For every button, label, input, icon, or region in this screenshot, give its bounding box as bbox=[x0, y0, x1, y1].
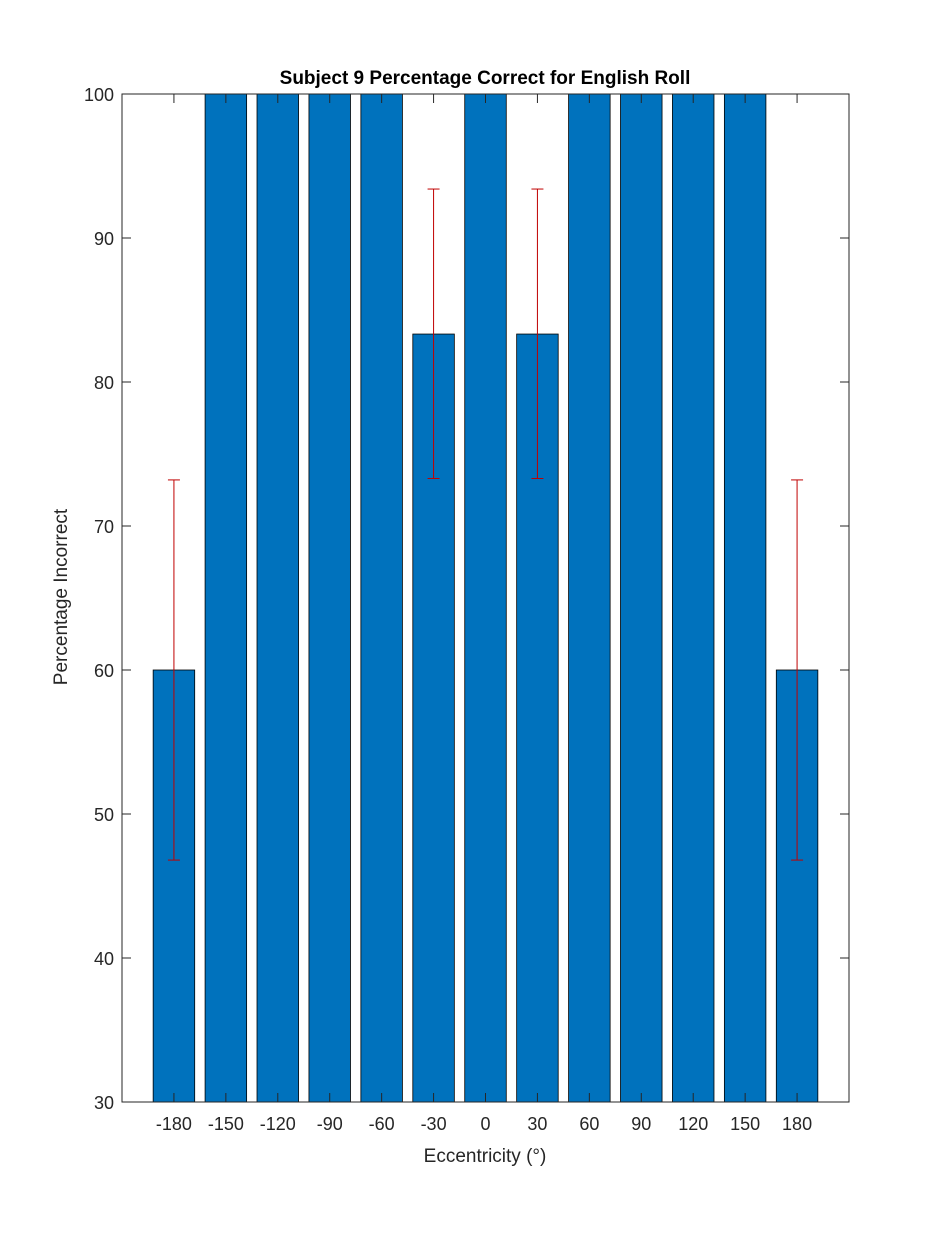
x-axis-label: Eccentricity (°) bbox=[424, 1146, 547, 1167]
x-tick-label-180: 180 bbox=[782, 1114, 812, 1134]
x-tick-label-0: 0 bbox=[480, 1114, 490, 1134]
x-tick-label--180: -180 bbox=[156, 1114, 192, 1134]
error-bars-group bbox=[167, 188, 804, 861]
x-tick-label--120: -120 bbox=[260, 1114, 296, 1134]
error-bar-30 bbox=[531, 188, 544, 479]
bar--90 bbox=[308, 93, 351, 1103]
bar-0 bbox=[464, 93, 507, 1103]
y-tick-label-50: 50 bbox=[94, 805, 114, 825]
x-tick-label-90: 90 bbox=[631, 1114, 651, 1134]
x-tick-label-120: 120 bbox=[678, 1114, 708, 1134]
bar--120 bbox=[256, 93, 299, 1103]
bar--60 bbox=[360, 93, 403, 1103]
y-tick-label-60: 60 bbox=[94, 661, 114, 681]
y-tick-label-70: 70 bbox=[94, 517, 114, 537]
error-bar--180 bbox=[167, 479, 180, 861]
bars-group bbox=[152, 93, 819, 1103]
error-bar-180 bbox=[791, 479, 804, 861]
x-tick-label-60: 60 bbox=[579, 1114, 599, 1134]
y-tick-label-30: 30 bbox=[94, 1093, 114, 1113]
x-tick-label-30: 30 bbox=[527, 1114, 547, 1134]
y-tick-label-80: 80 bbox=[94, 373, 114, 393]
y-tick-label-90: 90 bbox=[94, 229, 114, 249]
error-bar--30 bbox=[427, 188, 440, 479]
x-tick-label--90: -90 bbox=[317, 1114, 343, 1134]
bar-120 bbox=[672, 93, 715, 1103]
x-tick-label--60: -60 bbox=[369, 1114, 395, 1134]
bar-60 bbox=[568, 93, 611, 1103]
bar--150 bbox=[204, 93, 248, 1103]
bar-150 bbox=[723, 93, 767, 1103]
x-tick-label--30: -30 bbox=[421, 1114, 447, 1134]
bar-90 bbox=[620, 93, 663, 1103]
chart-title: Subject 9 Percentage Correct for English… bbox=[280, 68, 691, 89]
y-axis-label: Percentage Incorrect bbox=[51, 508, 72, 685]
y-tick-label-40: 40 bbox=[94, 949, 114, 969]
x-tick-label--150: -150 bbox=[208, 1114, 244, 1134]
y-tick-label-100: 100 bbox=[84, 85, 114, 105]
x-tick-label-150: 150 bbox=[730, 1114, 760, 1134]
axes-group: 30 40 50 60 70 80 90 100 -180 -150 -120 -90 -60 -30 0 3… bbox=[84, 85, 850, 1134]
